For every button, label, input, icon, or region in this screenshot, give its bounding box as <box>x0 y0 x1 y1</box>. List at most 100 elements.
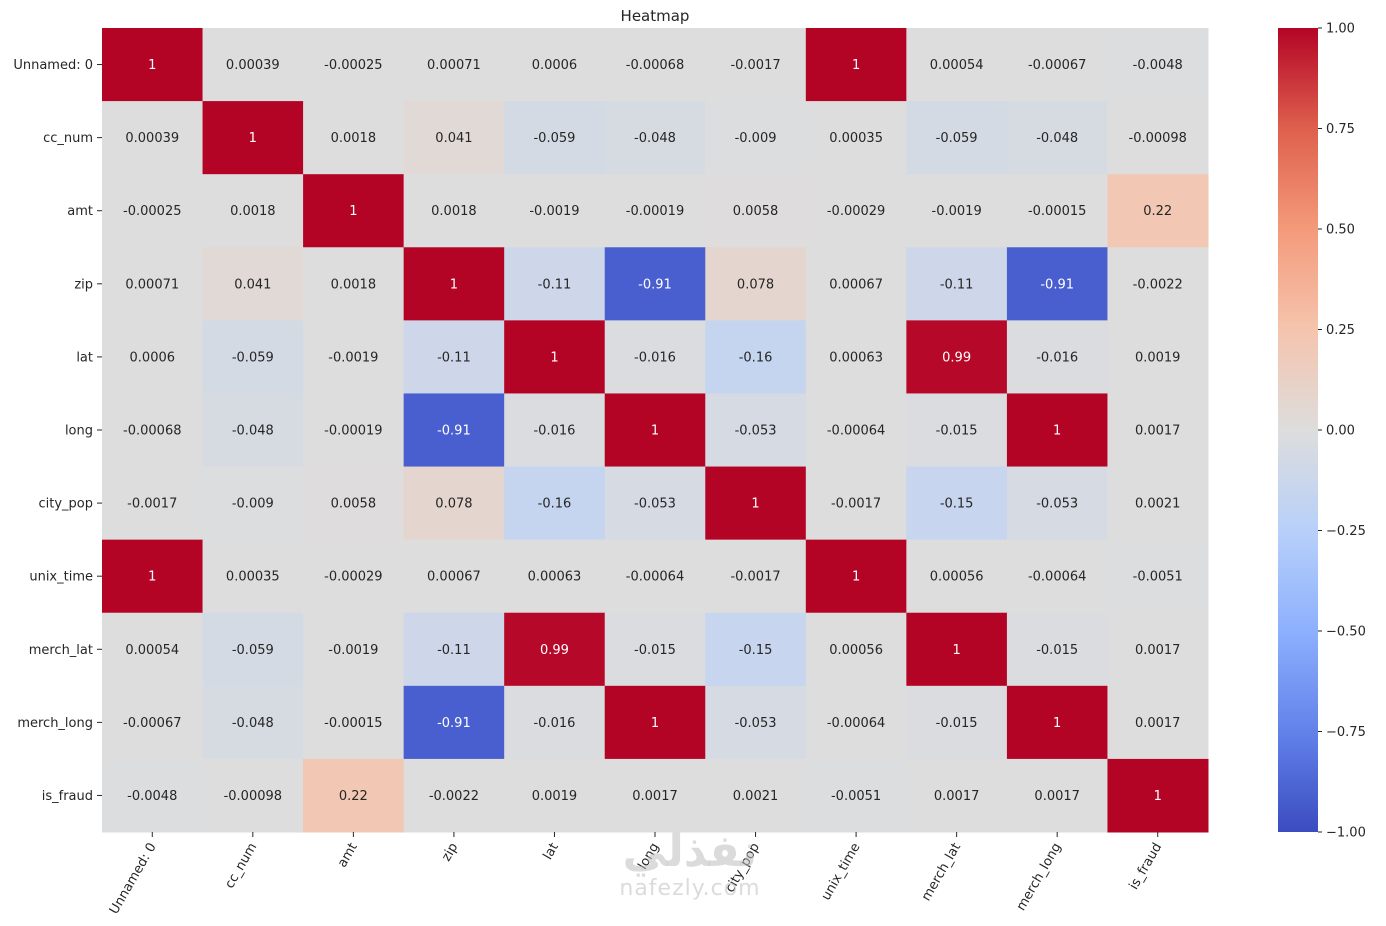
heatmap-cell <box>604 466 706 541</box>
cell-value-label: 0.00067 <box>427 570 481 585</box>
heatmap-cell <box>102 612 204 687</box>
cell-value-label: 0.00067 <box>829 277 883 292</box>
watermark: نفذلي nafezly.com <box>600 828 780 902</box>
cell-value-label: 1 <box>148 570 156 585</box>
cell-value-label: -0.00025 <box>123 204 181 219</box>
y-tick-label: is_fraud <box>42 789 93 804</box>
heatmap-cell <box>705 539 807 614</box>
heatmap-cell <box>102 685 204 760</box>
heatmap-cell <box>705 393 807 468</box>
cell-value-label: -0.0019 <box>932 204 982 219</box>
x-tick-label: merch_long <box>1014 841 1065 914</box>
heatmap-cell <box>604 101 706 175</box>
heatmap-cell <box>705 685 807 760</box>
cell-value-label: -0.00064 <box>1028 570 1086 585</box>
cell-value-label: -0.059 <box>232 643 274 658</box>
x-tick-label: zip <box>439 841 461 865</box>
cell-value-label: -0.053 <box>735 716 777 731</box>
cell-value-label: 0.00039 <box>125 131 179 146</box>
heatmap-cell <box>403 539 505 614</box>
cell-value-label: 1 <box>952 643 960 658</box>
cell-value-label: -0.0019 <box>529 204 579 219</box>
cell-value-label: -0.00019 <box>324 424 382 439</box>
heatmap-cell <box>604 28 706 102</box>
cell-value-label: -0.0019 <box>328 643 378 658</box>
x-tick-label: merch_lat <box>919 841 964 904</box>
cell-value-label: 1 <box>450 277 458 292</box>
heatmap-cell <box>102 174 204 248</box>
cell-value-label: -0.00068 <box>626 58 684 73</box>
heatmap-cell <box>202 320 304 394</box>
heatmap-cell <box>1006 758 1108 833</box>
cell-value-label: 0.0017 <box>1135 424 1181 439</box>
chart-title: Heatmap <box>621 7 690 25</box>
cell-value-label: -0.059 <box>533 131 575 146</box>
y-tick-label: amt <box>67 204 93 219</box>
cell-value-label: 0.22 <box>1143 204 1172 219</box>
heatmap-cell <box>1107 393 1209 468</box>
cell-value-label: -0.016 <box>533 424 575 439</box>
heatmap-cell <box>303 320 405 394</box>
heatmap-cell <box>906 247 1008 321</box>
heatmap-cell <box>906 612 1008 687</box>
cell-value-label: -0.00019 <box>626 204 684 219</box>
cell-value-label: -0.048 <box>232 716 274 731</box>
heatmap-cell <box>102 758 204 833</box>
cell-value-label: -0.91 <box>1040 277 1074 292</box>
cell-value-label: 0.00035 <box>829 131 883 146</box>
heatmap-cell <box>1006 28 1108 102</box>
cell-value-label: 0.0018 <box>230 204 276 219</box>
heatmap-cell <box>805 28 907 102</box>
heatmap-cell <box>604 247 706 321</box>
heatmap-cell <box>102 539 204 614</box>
cell-value-label: 0.00063 <box>829 350 883 365</box>
colorbar-tick-label: −0.25 <box>1326 524 1366 539</box>
cell-value-label: -0.048 <box>634 131 676 146</box>
heatmap-cell <box>705 174 807 248</box>
cell-value-label: -0.015 <box>634 643 676 658</box>
cell-value-label: -0.00098 <box>224 789 282 804</box>
cell-value-label: -0.91 <box>437 716 471 731</box>
cell-value-label: -0.91 <box>437 424 471 439</box>
heatmap-cell <box>1006 612 1108 687</box>
cell-value-label: -0.0022 <box>429 789 479 804</box>
cell-value-label: -0.053 <box>1036 497 1078 512</box>
heatmap-cell <box>102 320 204 394</box>
heatmap-cell <box>102 393 204 468</box>
cell-value-label: -0.0051 <box>831 789 881 804</box>
heatmap-cell <box>102 247 204 321</box>
heatmap-cell <box>805 466 907 541</box>
cell-value-label: -0.00029 <box>324 570 382 585</box>
x-tick-label: cc_num <box>222 841 260 892</box>
heatmap-cell <box>906 466 1008 541</box>
cell-value-label: -0.11 <box>437 350 471 365</box>
heatmap-cell <box>1107 612 1209 687</box>
heatmap-cell <box>504 101 606 175</box>
heatmap-cell <box>805 247 907 321</box>
x-tick-label: Unnamed: 0 <box>107 841 160 917</box>
cell-value-label: 1 <box>148 58 156 73</box>
heatmap-cell <box>403 758 505 833</box>
colorbar-tick-label: −1.00 <box>1326 826 1366 841</box>
heatmap-cell <box>202 612 304 687</box>
heatmap-cells: 1 0.00039 -0.00025 0.00071 0.0006 -0.00068 -0.… <box>102 28 1209 833</box>
x-tick-label: is_fraud <box>1127 841 1166 893</box>
cell-value-label: -0.059 <box>232 350 274 365</box>
colorbar-tick-label: 0.25 <box>1326 323 1355 338</box>
heatmap-cell <box>1107 174 1209 248</box>
heatmap-cell <box>202 758 304 833</box>
cell-value-label: 0.00071 <box>427 58 481 73</box>
cell-value-label: 0.00054 <box>930 58 984 73</box>
cell-value-label: -0.0019 <box>328 350 378 365</box>
watermark-latin: nafezly.com <box>619 876 761 901</box>
heatmap-cell <box>906 174 1008 248</box>
heatmap-cell <box>604 174 706 248</box>
heatmap-cell <box>1006 174 1108 248</box>
heatmap-cell <box>604 393 706 468</box>
heatmap-cell <box>805 174 907 248</box>
heatmap-cell <box>403 466 505 541</box>
heatmap-cell <box>604 320 706 394</box>
heatmap-cell <box>202 174 304 248</box>
heatmap-cell <box>202 28 304 102</box>
heatmap-cell <box>1107 320 1209 394</box>
